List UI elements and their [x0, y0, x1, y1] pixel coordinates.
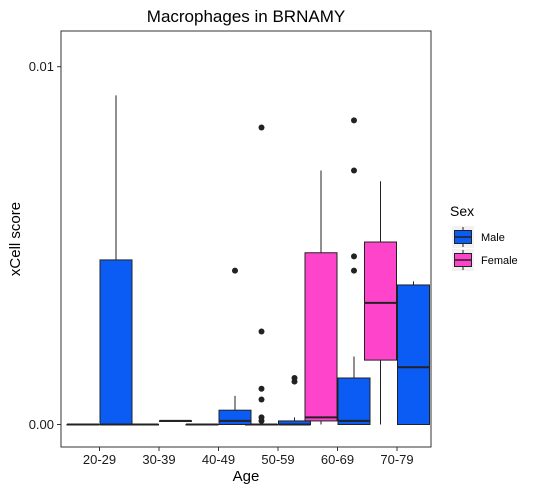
legend-label: Male [481, 232, 505, 244]
box-female-60-69 [304, 170, 338, 425]
outlier-point [291, 378, 298, 385]
outlier-point [258, 385, 265, 392]
box-male-40-49 [218, 267, 252, 425]
box-male-20-29 [99, 95, 133, 426]
outlier-point [351, 267, 357, 274]
y-tick-label: 0.00 [29, 417, 54, 432]
box-iqr [99, 259, 133, 425]
legend-title: Sex [450, 203, 474, 219]
x-tick-label: 40-49 [202, 452, 235, 467]
box-male-60-69 [337, 117, 371, 425]
legend-label: Female [481, 255, 518, 267]
x-tick-label: 60-69 [321, 452, 354, 467]
outlier-point [258, 396, 265, 403]
box-series [66, 95, 430, 426]
x-tick-label: 70-79 [380, 452, 413, 467]
box-male-70-79 [397, 281, 430, 426]
x-tick-label: 50-59 [261, 452, 294, 467]
box-female-40-49 [185, 423, 219, 426]
outlier-point [351, 117, 357, 124]
outlier-point [258, 417, 265, 424]
outlier-point [258, 328, 265, 335]
box-iqr [364, 241, 397, 361]
chart-title: Macrophages in BRNAMY [147, 7, 345, 26]
box-female-20-29 [66, 423, 100, 426]
outlier-point [232, 267, 238, 274]
x-axis-title: Age [233, 468, 260, 485]
box-female-50-59 [245, 124, 278, 426]
outlier-point [351, 167, 357, 174]
x-axis: 20-29 30-39 40-49 50-59 60-69 70-79 [83, 447, 414, 467]
x-tick-label: 30-39 [142, 452, 175, 467]
box-female-70-79 [364, 181, 397, 425]
y-axis-title: xCell score [7, 202, 24, 276]
y-axis: 0.000.010.020.030.04 [29, 59, 61, 432]
box-male-30-39 [159, 419, 192, 422]
legend-item-female: Female [452, 249, 518, 271]
box-iqr [337, 377, 371, 425]
outlier-point [351, 253, 357, 260]
box-male-50-59 [278, 374, 311, 426]
x-tick-label: 20-29 [83, 452, 116, 467]
box-iqr [397, 284, 430, 426]
legend-item-male: Male [452, 226, 505, 248]
outlier-point [258, 124, 265, 131]
legend: Sex Male Female [450, 203, 518, 271]
box-iqr [218, 409, 252, 425]
box-iqr [304, 252, 338, 422]
y-tick-label: 0.01 [29, 59, 54, 74]
